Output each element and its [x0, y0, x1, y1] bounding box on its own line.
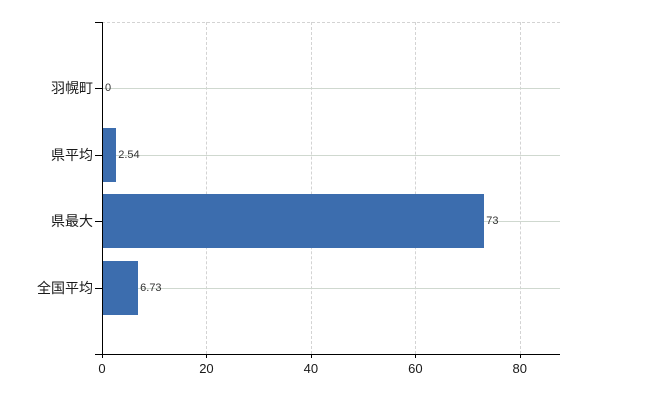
bar-value-label: 0: [105, 82, 112, 95]
x-gridline: [519, 22, 521, 354]
bar-value-label: 2.54: [118, 148, 140, 161]
bar-value-label: 73: [486, 215, 499, 228]
category-label: 羽幌町: [51, 80, 93, 97]
x-axis-line: [95, 354, 560, 355]
y-axis-tick: [95, 154, 102, 156]
y-axis-line: [102, 22, 103, 354]
x-axis-tick-label: 0: [98, 361, 106, 376]
plot-top-border: [102, 22, 560, 23]
x-axis-tick: [206, 354, 208, 358]
x-axis-tick: [415, 354, 417, 358]
bar-value-label: 6.73: [140, 281, 162, 294]
category-gridline: [102, 154, 560, 156]
y-axis-top-tick: [95, 22, 102, 23]
bar: [103, 194, 485, 249]
y-axis-tick: [95, 88, 102, 90]
x-gridline: [310, 22, 312, 354]
bar: [103, 260, 139, 315]
x-gridline: [206, 22, 208, 354]
category-gridline: [102, 287, 560, 289]
category-gridline: [102, 88, 560, 90]
category-label: 県最大: [51, 213, 93, 230]
x-axis-tick-label: 40: [303, 361, 319, 376]
y-axis-tick: [95, 221, 102, 223]
category-label: 県平均: [51, 146, 93, 163]
x-gridline: [415, 22, 417, 354]
x-axis-tick-label: 80: [512, 361, 528, 376]
y-axis-tick: [95, 287, 102, 289]
x-axis-tick: [310, 354, 312, 358]
x-axis-tick-label: 20: [199, 361, 214, 376]
bar: [103, 127, 117, 182]
x-axis-tick: [519, 354, 521, 358]
x-axis-tick-label: 60: [408, 361, 423, 376]
category-label: 全国平均: [37, 279, 93, 296]
x-axis-tick: [102, 354, 103, 358]
